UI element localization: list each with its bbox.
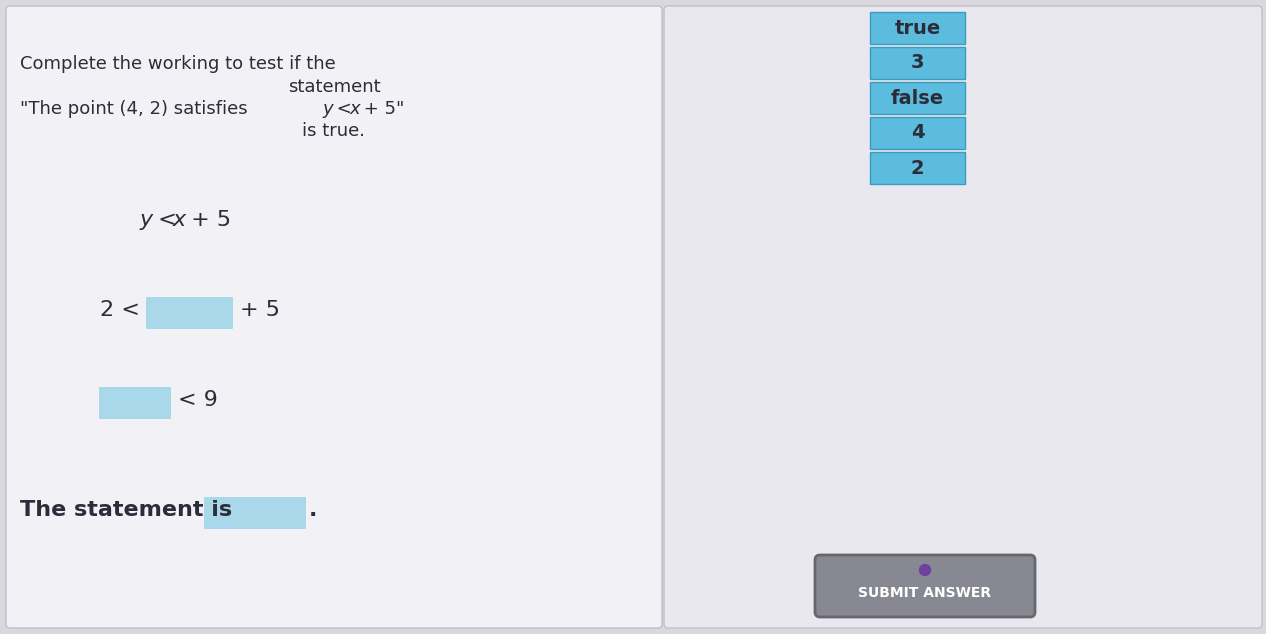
FancyBboxPatch shape [870, 12, 965, 44]
Text: y: y [322, 100, 333, 118]
FancyBboxPatch shape [870, 117, 965, 149]
Text: x: x [173, 210, 186, 230]
Text: true: true [894, 18, 941, 37]
Text: 2: 2 [910, 158, 924, 178]
FancyBboxPatch shape [6, 6, 662, 628]
Text: 3: 3 [910, 53, 924, 72]
Text: .: . [309, 500, 318, 520]
Text: is true.: is true. [303, 122, 366, 140]
Text: The statement is: The statement is [20, 500, 232, 520]
Text: statement: statement [287, 78, 380, 96]
FancyBboxPatch shape [815, 555, 1036, 617]
Text: + 5": + 5" [358, 100, 404, 118]
Text: x: x [349, 100, 360, 118]
Text: "The point (4, 2) satisfies: "The point (4, 2) satisfies [20, 100, 253, 118]
FancyBboxPatch shape [870, 82, 965, 114]
Text: + 5: + 5 [184, 210, 232, 230]
FancyBboxPatch shape [99, 387, 171, 419]
Text: + 5: + 5 [241, 300, 280, 320]
Text: <: < [330, 100, 357, 118]
Text: <: < [151, 210, 184, 230]
FancyBboxPatch shape [870, 47, 965, 79]
FancyBboxPatch shape [870, 152, 965, 184]
Text: Complete the working to test if the: Complete the working to test if the [20, 55, 335, 73]
Circle shape [919, 564, 931, 576]
FancyBboxPatch shape [663, 6, 1262, 628]
Text: < 9: < 9 [179, 390, 218, 410]
Text: false: false [891, 89, 944, 108]
Text: 4: 4 [910, 124, 924, 143]
FancyBboxPatch shape [146, 297, 233, 329]
Text: SUBMIT ANSWER: SUBMIT ANSWER [858, 586, 991, 600]
Text: 2 <: 2 < [100, 300, 147, 320]
Text: y: y [141, 210, 153, 230]
FancyBboxPatch shape [204, 497, 306, 529]
